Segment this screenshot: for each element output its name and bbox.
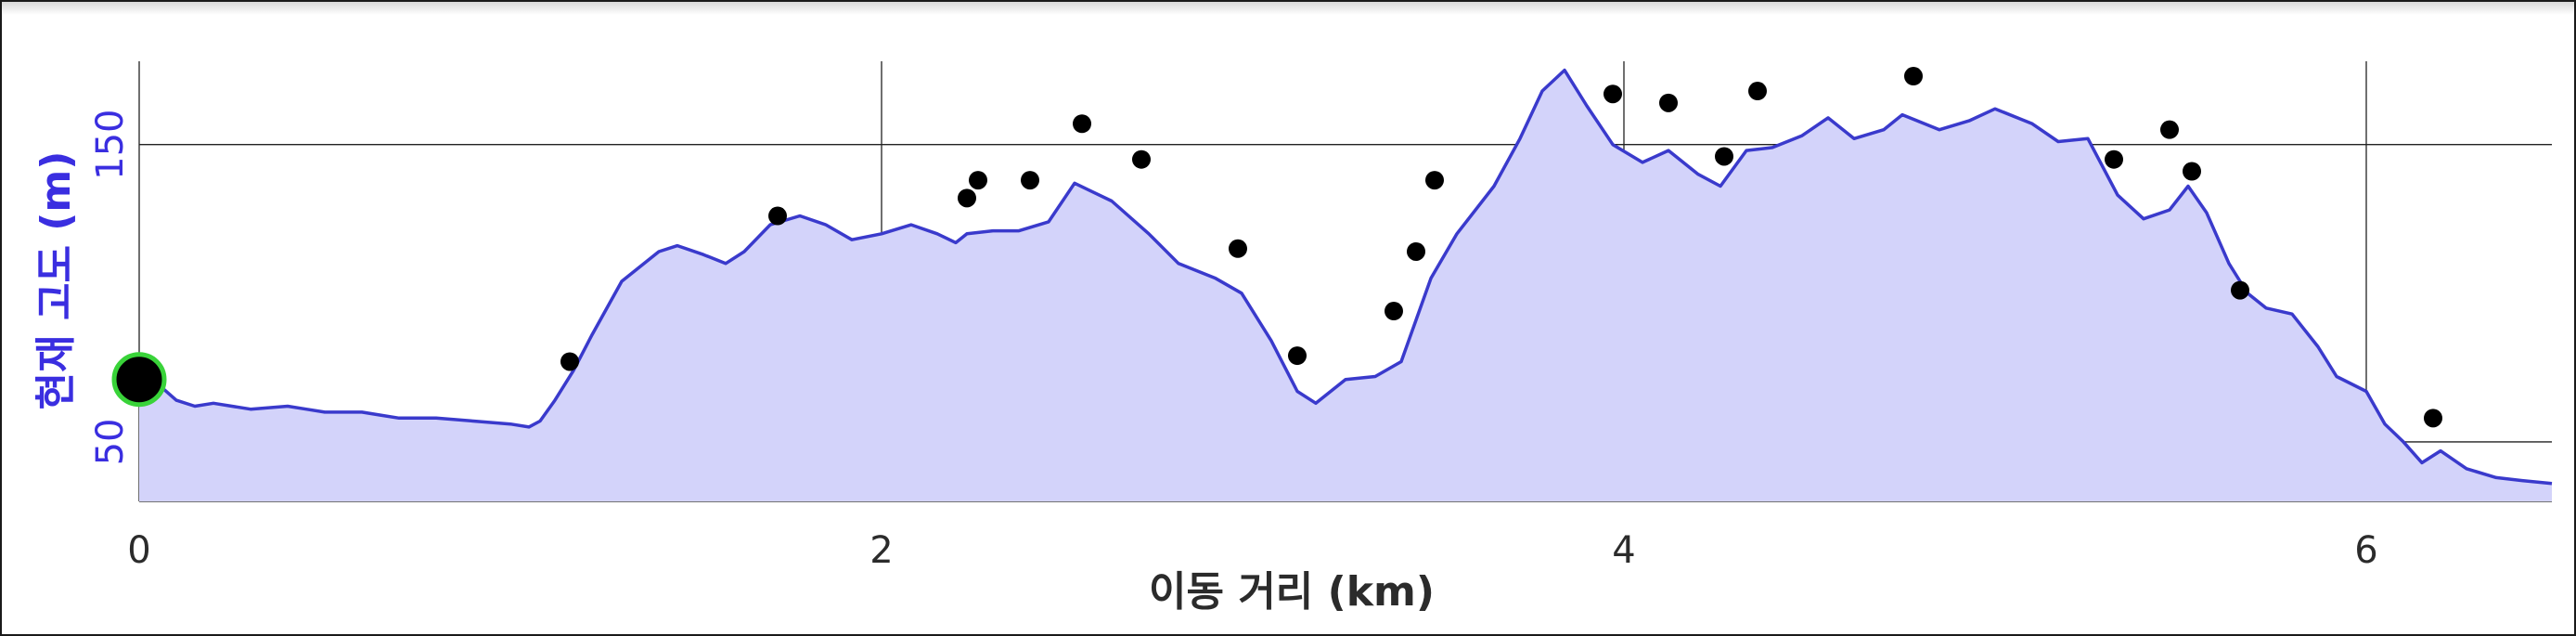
x-axis-title: 이동 거리 (km)	[1149, 568, 1435, 616]
elevation-line	[137, 68, 2553, 486]
data-point	[2183, 162, 2201, 181]
x-tick-label: 6	[2354, 529, 2377, 572]
data-point	[1715, 147, 1733, 166]
data-point	[1288, 346, 1307, 366]
x-tick-label: 2	[869, 529, 893, 572]
data-point	[768, 206, 787, 226]
y-axis-title: 현재 고도 (m)	[32, 151, 80, 410]
data-point	[1407, 241, 1425, 261]
data-point	[1073, 114, 1091, 134]
data-point	[1425, 171, 1444, 190]
data-point	[1748, 82, 1767, 101]
elevation-area-fill	[139, 70, 2552, 501]
current-position-marker	[111, 352, 167, 408]
data-point	[2160, 120, 2179, 139]
data-point	[1385, 302, 1403, 321]
data-point	[958, 188, 976, 208]
data-points	[560, 67, 2442, 428]
x-tick-label: 4	[1612, 529, 1635, 572]
y-tick-label: 150	[89, 109, 132, 179]
data-point	[560, 352, 579, 371]
data-point	[969, 171, 987, 190]
data-point	[2105, 149, 2123, 169]
data-point	[1132, 149, 1151, 169]
data-point	[1229, 239, 1247, 258]
axis-ticks: 0 2 4 6 50 150	[89, 109, 2378, 572]
x-tick-label: 0	[127, 529, 150, 572]
data-point	[1021, 171, 1039, 190]
data-point	[2424, 409, 2442, 428]
y-tick-label: 50	[89, 418, 132, 465]
data-point	[2231, 280, 2249, 300]
data-point	[1904, 67, 1923, 86]
data-point	[1604, 84, 1622, 104]
data-point	[1659, 93, 1678, 112]
